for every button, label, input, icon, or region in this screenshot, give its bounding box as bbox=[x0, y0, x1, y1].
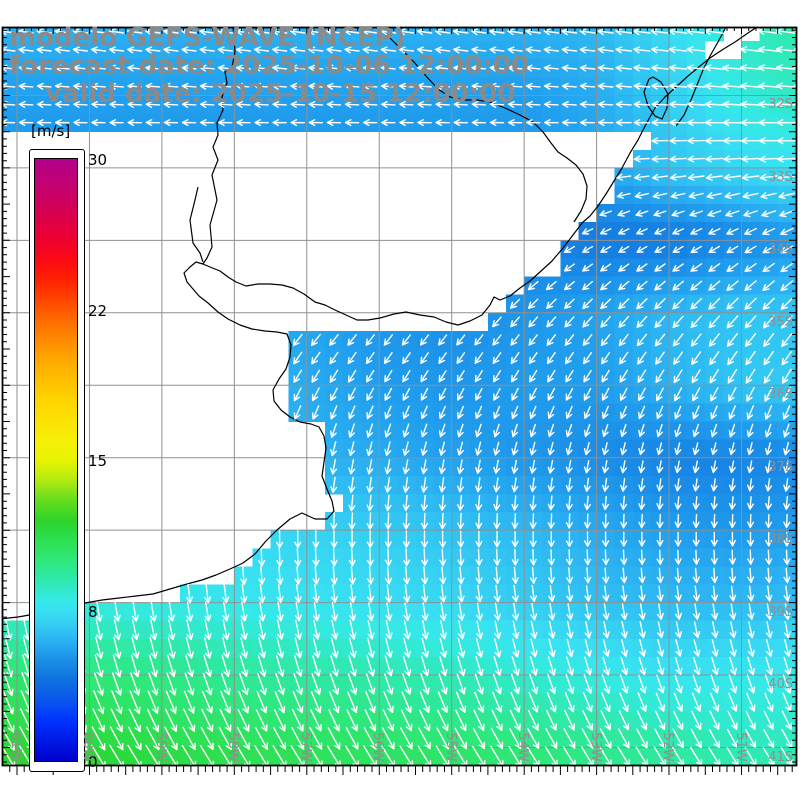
lat-label: 34S bbox=[768, 242, 793, 258]
speed-cell bbox=[216, 5, 235, 24]
lon-label: 51W bbox=[732, 732, 748, 762]
speed-cell bbox=[0, 5, 17, 24]
speed-cell bbox=[289, 5, 308, 24]
speed-cell bbox=[777, 27, 797, 42]
speed-cell bbox=[343, 5, 362, 24]
speed-cell bbox=[633, 5, 652, 24]
speed-cell bbox=[144, 5, 163, 24]
speed-cell bbox=[126, 5, 145, 24]
lon-label: 54W bbox=[515, 732, 531, 762]
lat-label: 38S bbox=[768, 532, 793, 548]
colorbar-tick-label: 22 bbox=[88, 301, 108, 320]
speed-cell bbox=[325, 5, 344, 24]
speed-cell bbox=[524, 5, 543, 24]
colorbar-gradient bbox=[34, 158, 78, 762]
speed-cell bbox=[252, 5, 271, 24]
colorbar-unit-label: [m/s] bbox=[31, 122, 71, 140]
lon-label: 58W bbox=[225, 732, 241, 762]
lat-label: 32S bbox=[768, 97, 793, 113]
lat-label: 39S bbox=[768, 604, 793, 620]
speed-cell bbox=[434, 5, 453, 24]
lon-label: 53W bbox=[587, 732, 603, 762]
speed-cell bbox=[760, 5, 779, 24]
lon-label: 55W bbox=[442, 732, 458, 762]
speed-cell bbox=[615, 5, 634, 24]
speed-cell bbox=[778, 5, 797, 24]
speed-cell bbox=[488, 5, 507, 24]
lat-label: 37S bbox=[768, 459, 793, 475]
speed-cell bbox=[470, 5, 489, 24]
speed-cell bbox=[162, 5, 181, 24]
speed-cell bbox=[71, 5, 90, 24]
speed-cell bbox=[35, 5, 54, 24]
speed-cell bbox=[452, 5, 471, 24]
speed-cell bbox=[614, 27, 634, 42]
river-line bbox=[189, 186, 204, 263]
speed-cell bbox=[89, 5, 108, 24]
speed-cell bbox=[506, 5, 525, 24]
speed-cell bbox=[397, 5, 416, 24]
speed-cell bbox=[669, 27, 688, 42]
speed-cell bbox=[542, 5, 561, 24]
speed-cell bbox=[234, 5, 253, 24]
speed-cell bbox=[669, 5, 688, 24]
speed-cell bbox=[415, 5, 434, 24]
lat-label: 35S bbox=[768, 314, 793, 330]
speed-cell bbox=[759, 27, 779, 42]
lon-label: 61W bbox=[8, 732, 23, 762]
colorbar-tick-label: 8 bbox=[88, 602, 98, 621]
speed-cell bbox=[705, 27, 724, 42]
colorbar-tick-label: 15 bbox=[88, 452, 108, 470]
colorbar-tick-label: 30 bbox=[88, 151, 108, 169]
speed-cell bbox=[687, 27, 706, 42]
lon-label: 60W bbox=[80, 732, 96, 762]
speed-cell bbox=[198, 5, 217, 24]
speed-cell bbox=[271, 5, 290, 24]
speed-cell bbox=[560, 5, 579, 24]
speed-cell bbox=[687, 5, 706, 24]
speed-cell bbox=[53, 5, 72, 24]
speed-cell bbox=[17, 5, 36, 24]
speed-cell bbox=[650, 27, 670, 42]
speed-cell bbox=[578, 5, 597, 24]
lon-label: 59W bbox=[152, 732, 168, 762]
speed-cell bbox=[651, 5, 670, 24]
speed-cell bbox=[723, 5, 742, 24]
speed-cell bbox=[597, 5, 616, 24]
lon-label: 57W bbox=[297, 732, 313, 762]
speed-cell bbox=[379, 5, 398, 24]
speed-cell bbox=[742, 5, 761, 24]
speed-cell bbox=[705, 5, 724, 24]
lat-label: 36S bbox=[768, 387, 793, 403]
lat-label: 41S bbox=[768, 749, 793, 765]
lat-label: 33S bbox=[768, 169, 793, 185]
speed-cell bbox=[180, 5, 199, 24]
lat-label: 40S bbox=[768, 677, 793, 693]
speed-cell bbox=[307, 5, 326, 24]
speed-cell bbox=[796, 5, 800, 24]
speed-cell bbox=[108, 5, 127, 24]
lon-label: 56W bbox=[370, 732, 386, 762]
speed-cell bbox=[361, 5, 380, 24]
lon-label: 52W bbox=[660, 732, 676, 762]
colorbar-frame bbox=[29, 149, 85, 772]
speed-cell bbox=[632, 27, 652, 42]
